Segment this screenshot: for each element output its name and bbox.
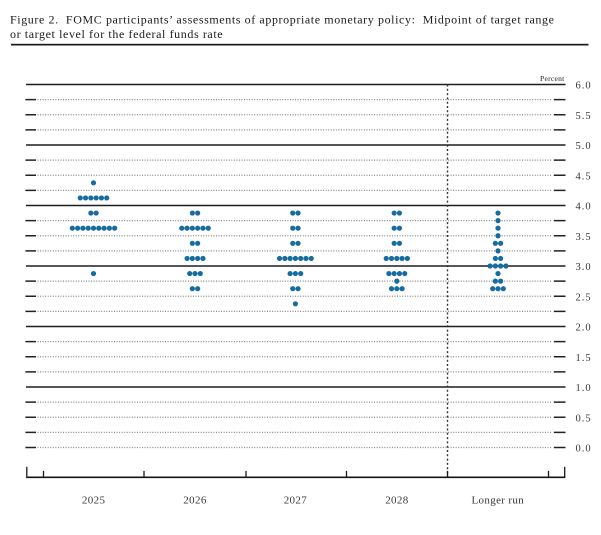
svg-text:2028: 2028 xyxy=(385,495,409,507)
svg-text:0.0: 0.0 xyxy=(576,444,592,455)
svg-text:1.5: 1.5 xyxy=(576,353,592,364)
svg-text:4.0: 4.0 xyxy=(576,202,592,213)
svg-text:0.5: 0.5 xyxy=(576,413,592,424)
svg-text:5.5: 5.5 xyxy=(576,111,592,122)
svg-text:Percent: Percent xyxy=(540,74,565,83)
svg-text:3.5: 3.5 xyxy=(576,232,592,243)
svg-text:or target level for the federa: or target level for the federal funds ra… xyxy=(10,27,223,41)
svg-text:2.5: 2.5 xyxy=(576,292,592,303)
svg-text:2.0: 2.0 xyxy=(576,323,592,334)
svg-text:1.0: 1.0 xyxy=(576,383,592,394)
svg-text:5.0: 5.0 xyxy=(576,141,592,152)
svg-text:Figure 2. FOMC participants’: Figure 2. FOMC participants’ assessments… xyxy=(10,13,555,27)
svg-text:3.0: 3.0 xyxy=(576,262,592,273)
svg-text:2027: 2027 xyxy=(284,495,308,507)
svg-text:2026: 2026 xyxy=(183,495,207,507)
svg-text:4.5: 4.5 xyxy=(576,171,592,182)
svg-text:2025: 2025 xyxy=(82,495,106,507)
svg-text:Longer run: Longer run xyxy=(471,495,524,507)
svg-text:6.0: 6.0 xyxy=(576,81,592,92)
